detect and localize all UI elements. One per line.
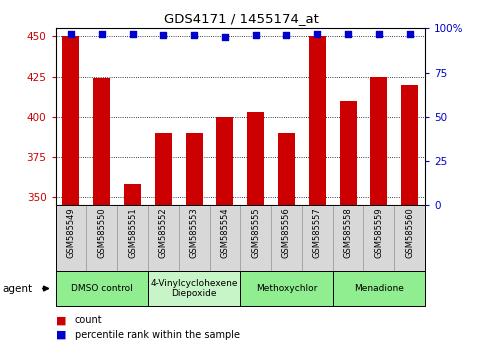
Bar [62,36,79,205]
Bar [155,133,172,205]
Bar [247,112,264,205]
Point [128,31,136,36]
Point [98,31,106,36]
Bar [148,205,179,271]
Point [252,33,259,38]
Bar [185,133,202,205]
Point [344,31,352,36]
Bar [333,205,364,271]
Bar [86,205,117,271]
Text: GSM585553: GSM585553 [190,207,199,258]
Text: GSM585549: GSM585549 [67,207,75,258]
Text: GSM585551: GSM585551 [128,207,137,258]
Text: DMSO control: DMSO control [71,284,133,293]
Text: GSM585554: GSM585554 [220,207,229,258]
Point [159,33,167,38]
Text: GSM585559: GSM585559 [374,207,384,258]
Bar [333,271,425,306]
Text: GSM585552: GSM585552 [159,207,168,258]
Text: agent: agent [2,284,32,293]
Bar [210,205,240,271]
Text: ■: ■ [56,315,66,325]
Bar [271,205,302,271]
Bar [124,184,141,205]
Point [375,31,383,36]
Point [67,31,75,36]
Bar [364,205,394,271]
Bar [370,76,387,205]
Bar [240,271,333,306]
Bar [394,205,425,271]
Text: percentile rank within the sample: percentile rank within the sample [75,330,240,339]
Bar [240,205,271,271]
Bar [401,85,418,205]
Point [313,31,321,36]
Bar [56,271,148,306]
Text: Menadione: Menadione [354,284,404,293]
Text: GSM585555: GSM585555 [251,207,260,258]
Bar [148,271,241,306]
Text: Methoxychlor: Methoxychlor [256,284,317,293]
Point [190,33,198,38]
Bar [117,205,148,271]
Bar [216,117,233,205]
Text: GSM585550: GSM585550 [97,207,106,258]
Bar [56,205,86,271]
Text: GSM585556: GSM585556 [282,207,291,258]
Bar [278,133,295,205]
Bar [309,36,326,205]
Bar [179,205,210,271]
Point [406,31,413,36]
Bar [340,101,356,205]
Point [283,33,290,38]
Text: 4-Vinylcyclohexene
Diepoxide: 4-Vinylcyclohexene Diepoxide [150,279,238,298]
Point [221,34,229,40]
Text: GDS4171 / 1455174_at: GDS4171 / 1455174_at [164,12,319,25]
Text: count: count [75,315,102,325]
Bar [302,205,333,271]
Text: ■: ■ [56,330,66,339]
Text: GSM585557: GSM585557 [313,207,322,258]
Bar [93,78,110,205]
Text: GSM585560: GSM585560 [405,207,414,258]
Text: GSM585558: GSM585558 [343,207,353,258]
